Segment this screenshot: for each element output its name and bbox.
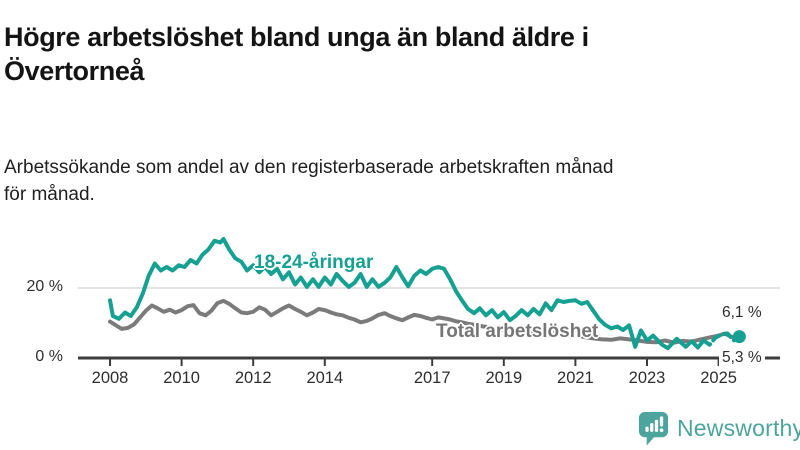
logo-bar-medium xyxy=(650,423,654,432)
newsworthy-logo: Newsworthy xyxy=(638,411,800,446)
newsworthy-wordmark: Newsworthy xyxy=(677,415,800,441)
series-label-total: Total arbetslöshet xyxy=(436,321,599,342)
y-tick-label: 20 % xyxy=(26,278,63,295)
title-line-2: Övertorneå xyxy=(4,56,145,87)
subtitle-line-1: Arbetssökande som andel av den registerb… xyxy=(4,157,614,178)
end-value-young: 6,1 % xyxy=(722,304,762,321)
x-tick-label: 2010 xyxy=(163,369,200,387)
subtitle-line-2: för månad. xyxy=(4,184,95,205)
y-tick-label: 0 % xyxy=(35,348,63,365)
logo-bar-tall xyxy=(654,419,659,432)
x-tick-label: 2025 xyxy=(700,369,737,387)
series-line xyxy=(108,298,742,345)
x-tick-label: 2021 xyxy=(557,369,594,387)
x-tick-label: 2012 xyxy=(234,369,272,387)
x-tick-label: 2017 xyxy=(413,369,451,387)
end-value-total: 5,3 % xyxy=(719,349,765,367)
newsworthy-logo-icon xyxy=(638,412,669,446)
series-line xyxy=(108,237,706,351)
x-tick-label: 2008 xyxy=(91,369,129,387)
series-end-dot xyxy=(732,330,746,344)
page-title: Högre arbetslöshet bland unga än bland ä… xyxy=(4,20,784,88)
series-label-young: 18-24-åringar xyxy=(254,252,374,273)
logo-exclamation-dot xyxy=(659,428,664,433)
title-line-1: Högre arbetslöshet bland unga än bland ä… xyxy=(4,22,589,53)
x-tick-label: 2019 xyxy=(485,369,523,387)
series-line-dashed xyxy=(701,331,742,347)
logo-exclamation-stem xyxy=(659,416,664,427)
x-tick-label: 2023 xyxy=(628,369,666,387)
x-tick-label: 2014 xyxy=(306,369,344,387)
chart-subtitle: Arbetssökande som andel av den registerb… xyxy=(4,154,784,208)
logo-bubble-shape xyxy=(638,412,669,446)
logo-bar-small xyxy=(645,426,649,432)
